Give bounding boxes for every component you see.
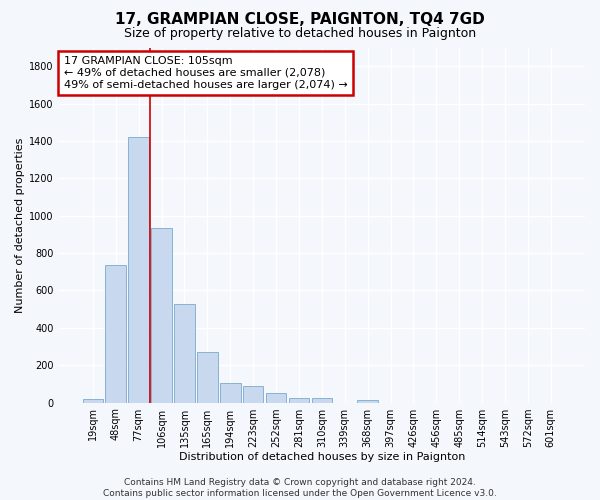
Y-axis label: Number of detached properties: Number of detached properties [15,138,25,312]
Bar [174,304,195,402]
X-axis label: Distribution of detached houses by size in Paignton: Distribution of detached houses by size … [179,452,465,462]
Text: 17 GRAMPIAN CLOSE: 105sqm
← 49% of detached houses are smaller (2,078)
49% of se: 17 GRAMPIAN CLOSE: 105sqm ← 49% of detac… [64,56,347,90]
Bar [220,383,241,402]
Text: 17, GRAMPIAN CLOSE, PAIGNTON, TQ4 7GD: 17, GRAMPIAN CLOSE, PAIGNTON, TQ4 7GD [115,12,485,28]
Bar [358,400,378,402]
Bar [83,399,103,402]
Text: Contains HM Land Registry data © Crown copyright and database right 2024.
Contai: Contains HM Land Registry data © Crown c… [103,478,497,498]
Bar [106,265,126,402]
Bar [311,398,332,402]
Bar [243,386,263,402]
Bar [266,393,286,402]
Bar [151,228,172,402]
Bar [197,352,218,403]
Text: Size of property relative to detached houses in Paignton: Size of property relative to detached ho… [124,28,476,40]
Bar [128,137,149,402]
Bar [289,398,309,402]
